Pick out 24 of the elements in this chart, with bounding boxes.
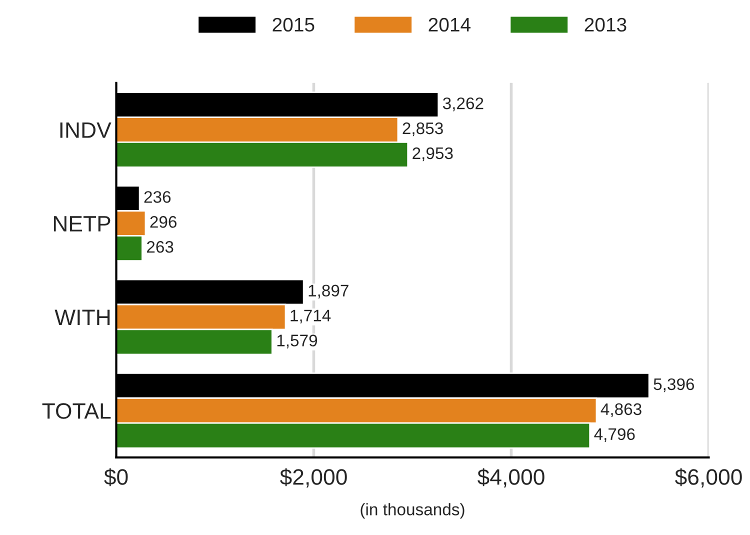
legend-label: 2014 bbox=[428, 18, 471, 32]
data-label: 4,796 bbox=[594, 428, 635, 442]
data-label: 1,579 bbox=[277, 334, 318, 348]
y-tick-label: INDV bbox=[60, 122, 112, 138]
x-tick-label: $6,000 bbox=[675, 468, 742, 488]
y-tick-label: NETP bbox=[54, 216, 110, 232]
data-label: 3,262 bbox=[442, 97, 484, 112]
data-label: 5,396 bbox=[654, 378, 694, 392]
legend-label: 2015 bbox=[272, 18, 314, 32]
data-label: 263 bbox=[147, 241, 174, 253]
x-tick-label: $0 bbox=[104, 468, 128, 486]
y-tick-label: WITH bbox=[54, 310, 110, 326]
y-tick-label: TOTAL bbox=[42, 403, 111, 419]
data-label: 2,853 bbox=[402, 122, 443, 136]
legend-label: 2013 bbox=[584, 18, 626, 32]
data-label: 2,953 bbox=[412, 147, 453, 162]
data-label: 296 bbox=[150, 216, 177, 228]
data-label: 236 bbox=[144, 191, 171, 203]
data-label: 1,714 bbox=[290, 310, 331, 324]
x-axis-title: (in thousands) bbox=[360, 503, 464, 519]
data-label: 1,897 bbox=[308, 284, 348, 298]
data-label: 4,863 bbox=[600, 403, 642, 418]
x-tick-label: $2,000 bbox=[280, 468, 347, 488]
x-tick-label: $4,000 bbox=[478, 468, 544, 488]
